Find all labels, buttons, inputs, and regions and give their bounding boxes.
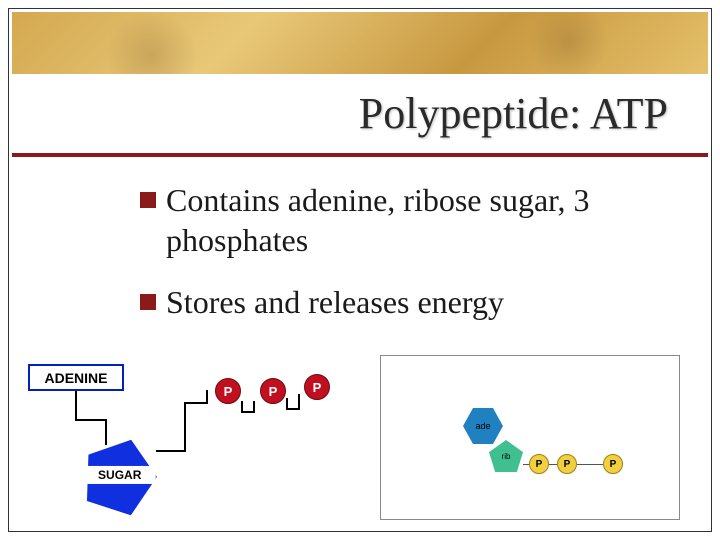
connector-line (286, 398, 288, 408)
connector-line (298, 394, 300, 410)
title-bar: Polypeptide: ATP (12, 74, 708, 157)
phosphate-circle: P (304, 374, 330, 400)
connector-line (156, 450, 184, 452)
connector-line (549, 464, 557, 465)
bullet-item: Contains adenine, ribose sugar, 3 phosph… (140, 180, 680, 260)
connector-line (253, 401, 255, 413)
sugar-label: SUGAR (84, 466, 156, 484)
connector-line (75, 419, 105, 421)
bullet-square-icon (140, 192, 156, 208)
phosphate-small: P (529, 454, 549, 474)
connector-line (184, 402, 206, 404)
slide-title: Polypeptide: ATP (359, 88, 668, 139)
phosphate-circle: P (215, 378, 241, 404)
phosphate-small: P (603, 454, 623, 474)
connector-line (577, 464, 603, 465)
phosphate-circle: P (260, 378, 286, 404)
bullet-square-icon (140, 294, 156, 310)
connector-line (184, 402, 186, 452)
sugar-pentagon: SUGAR (75, 429, 166, 520)
connector-line (241, 411, 253, 413)
body-content: Contains adenine, ribose sugar, 3 phosph… (140, 180, 680, 344)
connector-line (286, 408, 298, 410)
ribose-pentagon: rib (489, 440, 523, 472)
atp-diagram-large: ADENINE SUGAR P P P (20, 350, 370, 520)
connector-line (206, 390, 208, 404)
connector-line (241, 401, 243, 411)
bullet-text: Contains adenine, ribose sugar, 3 phosph… (166, 180, 680, 260)
phosphate-small: P (557, 454, 577, 474)
bullet-text: Stores and releases energy (166, 282, 504, 322)
adenine-hexagon: ade (463, 408, 503, 444)
atp-diagram-small: ade rib P P P (380, 355, 680, 520)
adenine-box: ADENINE (28, 364, 124, 391)
connector-line (75, 391, 77, 419)
bullet-item: Stores and releases energy (140, 282, 680, 322)
